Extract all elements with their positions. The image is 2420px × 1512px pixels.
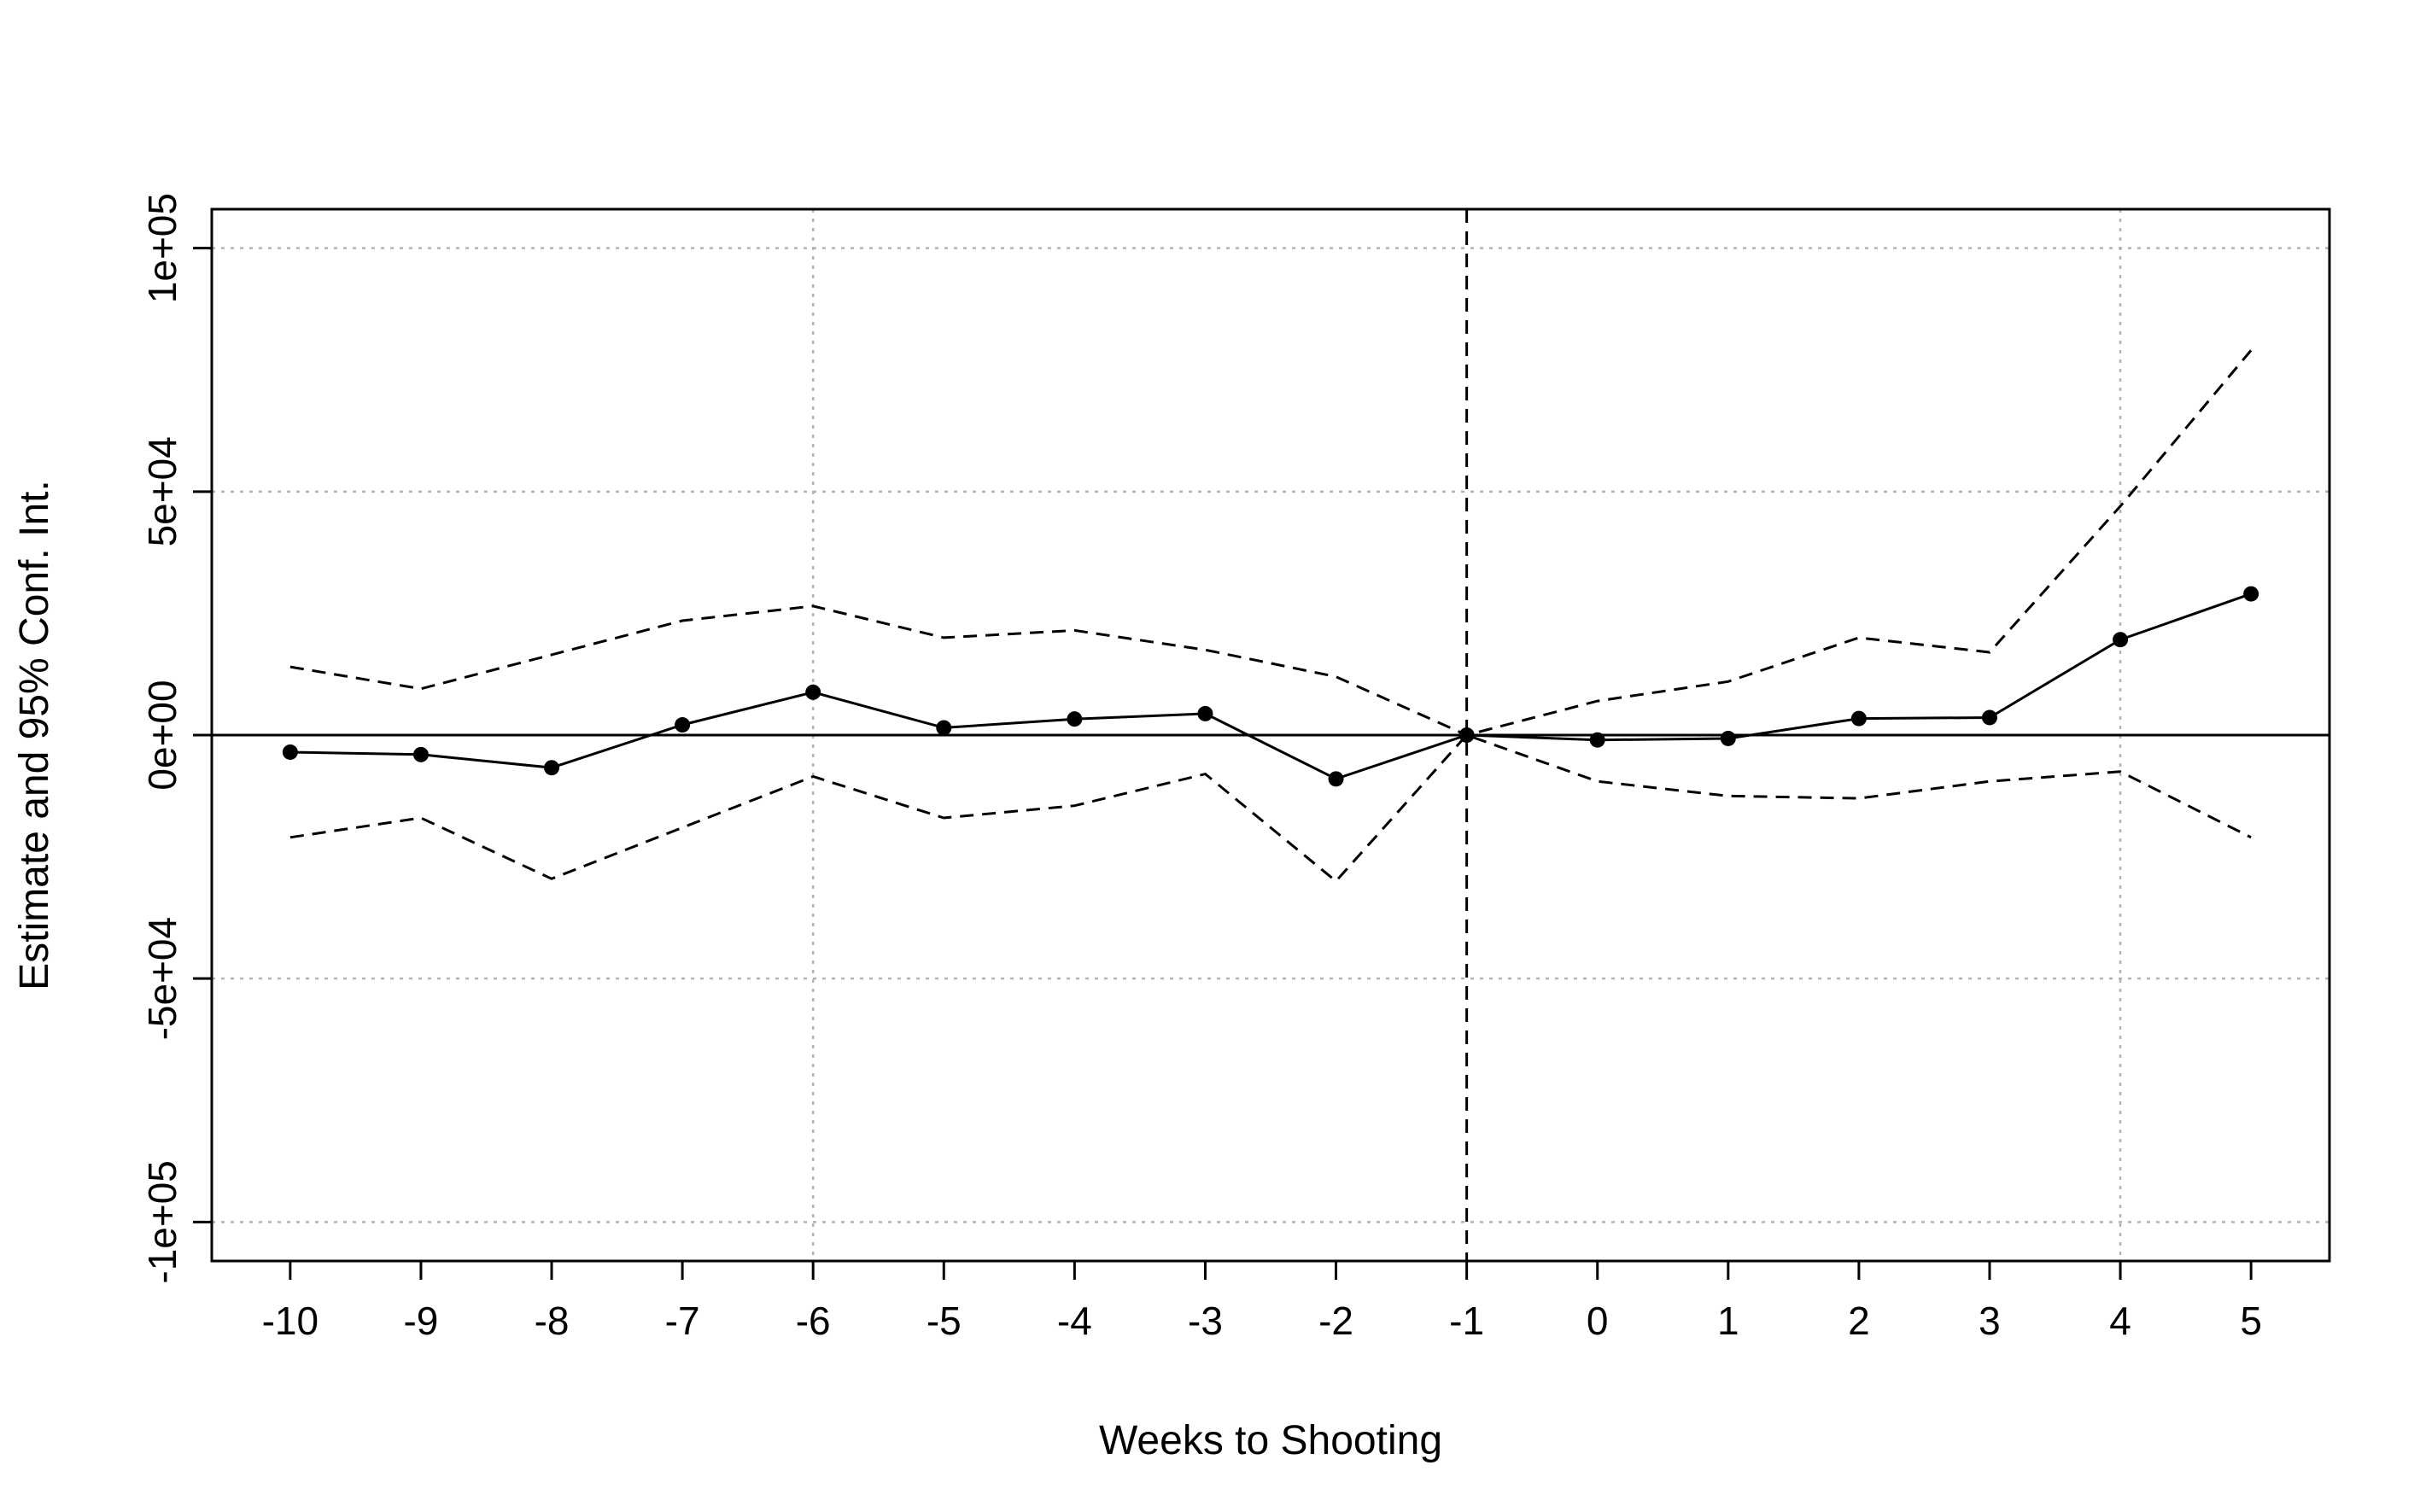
x-tick-label: -4 — [1057, 1299, 1092, 1343]
x-tick-label: -6 — [796, 1299, 831, 1343]
x-tick-label: -9 — [403, 1299, 438, 1343]
estimate-point — [412, 746, 429, 762]
reference-lines — [212, 209, 2329, 1261]
y-tick-label: -5e+04 — [140, 917, 184, 1041]
x-tick-label: -10 — [262, 1299, 319, 1343]
estimate-point — [282, 744, 298, 760]
estimate-point — [1589, 732, 1605, 748]
y-tick-label: 5e+04 — [140, 436, 184, 546]
estimate-line — [289, 593, 2252, 780]
x-tick-label: -3 — [1188, 1299, 1223, 1343]
estimate-point — [1981, 709, 1997, 726]
estimate-point — [675, 717, 691, 733]
estimate-point — [1328, 771, 1344, 787]
x-tick-label: 5 — [2240, 1299, 2262, 1343]
y-tick-label: 1e+05 — [140, 193, 184, 303]
x-tick-label: -5 — [926, 1299, 962, 1343]
x-tick-label: 2 — [1848, 1299, 1870, 1343]
x-tick-label: 1 — [1717, 1299, 1739, 1343]
estimate-point — [544, 760, 560, 776]
estimate-point — [936, 720, 952, 736]
estimate-point — [1850, 710, 1867, 727]
data-points — [282, 586, 2259, 787]
y-tick-label: 0e+00 — [140, 680, 184, 790]
estimate-point — [805, 684, 821, 700]
x-tick-label: 4 — [2109, 1299, 2131, 1343]
axes: -10 -9 -8 -7 -6 -5 -4 -3 -2 -1 0 1 2 3 4 5-1e+05-5e+040… — [140, 193, 2262, 1343]
estimate-point — [2113, 632, 2129, 648]
x-tick-label: 0 — [1587, 1299, 1609, 1343]
estimate-point — [1720, 730, 1736, 746]
x-axis-label: Weeks to Shooting — [1099, 1418, 1442, 1463]
x-tick-label: -1 — [1449, 1299, 1484, 1343]
lower-ci-line — [289, 733, 2252, 884]
estimate-point — [1458, 727, 1475, 743]
series-lines — [289, 349, 2253, 884]
estimate-point — [2243, 586, 2259, 602]
x-tick-label: -2 — [1318, 1299, 1353, 1343]
upper-ci-line — [289, 349, 2253, 737]
x-tick-label: 3 — [1979, 1299, 2001, 1343]
y-axis-label: Estimate and 95% Conf. Int. — [12, 480, 57, 990]
estimate-point — [1197, 705, 1213, 721]
x-tick-label: -8 — [535, 1299, 570, 1343]
y-tick-label: -1e+05 — [140, 1160, 184, 1284]
x-tick-label: -7 — [665, 1299, 700, 1343]
estimate-point — [1067, 711, 1083, 727]
